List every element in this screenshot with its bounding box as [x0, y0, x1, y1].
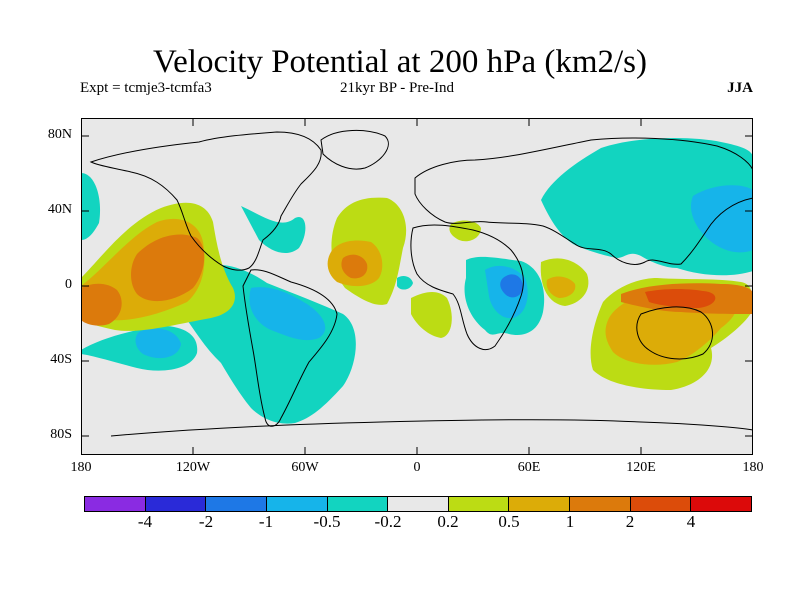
contour-region-central-pacific-core — [131, 234, 205, 302]
lon-label-0: 0 — [413, 460, 421, 475]
colorbar-label: 1 — [565, 512, 575, 531]
lat-label-80n: 80N — [47, 127, 72, 142]
contour-region-eastern-atlantic — [411, 292, 452, 338]
lon-label-60e: 60E — [517, 460, 541, 475]
colorbar-swatch — [327, 497, 389, 511]
contour-region-n-pacific-east — [81, 173, 101, 240]
colorbar — [84, 496, 752, 512]
lat-label-40s: 40S — [50, 352, 72, 367]
contour-region-south-america-core — [249, 287, 326, 341]
colorbar-label: 0.2 — [437, 512, 459, 531]
colorbar-swatch — [570, 497, 631, 511]
colorbar-label: -0.5 — [313, 512, 341, 531]
season-label: JJA — [727, 80, 753, 96]
colorbar-swatch — [509, 497, 571, 511]
contour-region-east-pacific-edge — [81, 283, 122, 326]
axis-ticks — [81, 118, 753, 455]
colorbar-swatch — [85, 497, 146, 511]
colorbar-label: -1 — [258, 512, 274, 531]
experiment-label: Expt = tcmje3-tcmfa3 — [80, 80, 212, 96]
coastlines — [89, 129, 753, 437]
colorbar-swatch — [388, 497, 449, 511]
colorbar-label: -2 — [198, 512, 214, 531]
lon-label-120w: 120W — [175, 460, 211, 475]
contour-region-west-pacific-core — [690, 185, 753, 253]
colorbar-swatch — [206, 497, 267, 511]
colorbar-label: -4 — [137, 512, 153, 531]
period-label: 21kyr BP - Pre-Ind — [340, 80, 455, 96]
colorbar-swatch — [630, 497, 692, 511]
colorbar-swatch — [448, 497, 510, 511]
velocity-potential-map — [81, 118, 753, 455]
contour-region-east-africa-min — [500, 274, 523, 298]
colorbar-label: 2 — [625, 512, 635, 531]
contour-region-atlantic-core — [341, 254, 368, 279]
map-frame — [81, 118, 753, 455]
lon-label-60w: 60W — [291, 460, 319, 475]
lat-label-equator: 0 — [65, 277, 72, 292]
contour-region-mediterranean — [449, 220, 481, 242]
contour-region-north-america — [241, 206, 306, 254]
colorbar-swatch — [691, 497, 752, 511]
lon-label-120e: 120E — [626, 460, 656, 475]
contour-region-arabian-sea-mid — [546, 276, 576, 298]
lon-label-180w: 180 — [70, 460, 92, 475]
map-title: Velocity Potential at 200 hPa (km2/s) — [152, 44, 648, 80]
colorbar-swatch — [266, 497, 328, 511]
contour-region-maritime-continent-max — [645, 289, 716, 308]
colorbar-swatch — [145, 497, 207, 511]
colorbar-label: 4 — [686, 512, 696, 531]
lat-label-40n: 40N — [47, 202, 72, 217]
colorbar-label: -0.2 — [374, 512, 402, 531]
lat-label-80s: 80S — [50, 427, 72, 442]
contour-region-south-pacific-core — [135, 328, 181, 359]
lon-label-180e: 180 — [742, 460, 764, 475]
contour-region-atlantic-small — [397, 275, 413, 290]
colorbar-label: 0.5 — [498, 512, 520, 531]
